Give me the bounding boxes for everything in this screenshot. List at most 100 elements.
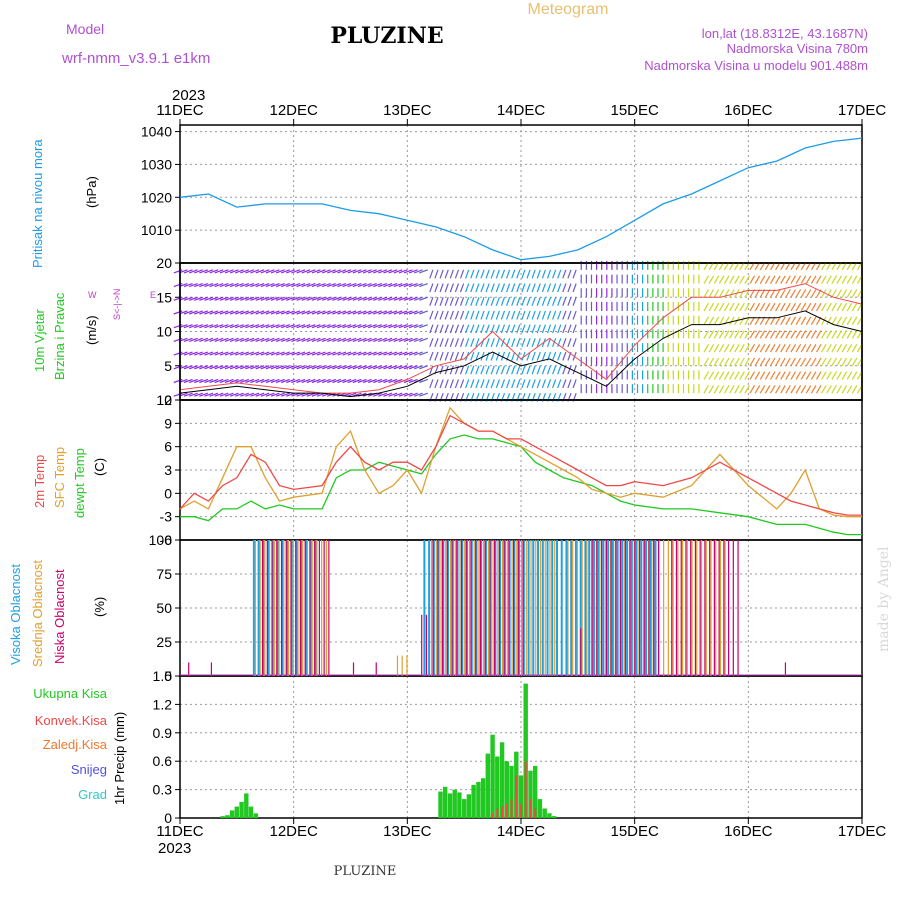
wind-barb xyxy=(194,378,203,384)
wind-barb xyxy=(296,282,306,288)
wind-barb xyxy=(805,357,812,367)
wind-barb xyxy=(500,269,506,279)
wind-barb xyxy=(703,275,710,284)
wind-barb xyxy=(403,378,413,384)
wind-barb xyxy=(795,302,802,312)
wind-barb xyxy=(821,357,827,367)
wind-barb xyxy=(270,324,280,329)
bottom-time-label: 11DEC xyxy=(156,823,203,840)
wind-barb xyxy=(245,282,255,288)
wind-barb xyxy=(219,392,229,397)
wind-barb xyxy=(775,357,781,367)
wind-barb xyxy=(352,324,362,329)
wind-barb xyxy=(734,343,740,353)
wind-barb xyxy=(790,357,797,367)
wind-barb xyxy=(234,282,244,288)
precip-total-bar xyxy=(225,815,230,818)
wind-barb xyxy=(831,371,837,380)
wind-barb xyxy=(250,365,260,370)
wind-barb xyxy=(332,269,342,274)
wind-barb xyxy=(459,324,465,334)
wind-barb xyxy=(536,297,541,306)
wind-barb xyxy=(795,371,802,380)
wind-barb xyxy=(250,351,260,356)
wind-barb xyxy=(173,365,183,370)
wind-barb xyxy=(536,324,541,334)
wind-barb xyxy=(567,338,572,348)
wind-barb xyxy=(413,337,423,342)
wind-barb xyxy=(316,365,326,370)
wind-barb xyxy=(209,296,219,301)
wind-barb xyxy=(800,343,807,353)
wind-barb xyxy=(521,365,526,375)
wind-barb xyxy=(562,351,567,361)
wind-barb xyxy=(291,310,301,315)
wind-barb xyxy=(718,385,725,394)
wind-barb xyxy=(470,338,475,348)
wind-barb xyxy=(836,330,843,339)
precip-total-bar xyxy=(490,734,495,818)
wind-barb xyxy=(790,385,797,394)
wind-barb xyxy=(851,357,858,367)
wind-barb xyxy=(444,283,449,293)
wind-barb xyxy=(332,337,342,342)
wind-barb xyxy=(311,378,321,384)
wind-barb xyxy=(846,371,853,380)
wind-barb xyxy=(434,338,439,348)
wind-barb xyxy=(521,297,526,306)
svg-text:W: W xyxy=(88,290,97,300)
wind-barb xyxy=(739,316,745,325)
wind-barb xyxy=(470,269,475,279)
precip-total-bar xyxy=(504,761,509,818)
wind-barb xyxy=(775,316,781,325)
wind-barb xyxy=(495,269,500,279)
wind-barb xyxy=(703,343,710,353)
wind-barb xyxy=(754,385,761,394)
wind-barb xyxy=(209,310,219,315)
wind-barb xyxy=(800,289,807,298)
precip-ylabel: 1hr Precip (mm) xyxy=(112,712,127,805)
wind-barb xyxy=(439,338,444,348)
wind-barb xyxy=(316,269,326,274)
wind-barb xyxy=(280,365,290,370)
wind-barb xyxy=(836,343,843,353)
wind-barb xyxy=(260,324,270,329)
wind-barb xyxy=(393,269,403,274)
wind-barb xyxy=(805,330,812,339)
wind-barb xyxy=(541,269,547,279)
wind-barb xyxy=(173,337,183,342)
wind-barb xyxy=(291,296,301,301)
wind-barb xyxy=(780,385,786,394)
wind-barb xyxy=(718,357,725,367)
wind-barb xyxy=(775,343,781,353)
wind-barb xyxy=(754,371,761,380)
wind-barb xyxy=(541,324,547,334)
wind-barb xyxy=(209,378,219,384)
wind-barb xyxy=(373,269,382,274)
wind-barb xyxy=(229,296,239,301)
wind-barb xyxy=(744,302,750,312)
wind-barb xyxy=(224,365,234,370)
precip-legend-snow: Snijeg xyxy=(71,762,107,777)
wind-barb xyxy=(490,283,495,293)
wind-barb xyxy=(321,324,331,329)
wind-barb xyxy=(749,330,756,339)
wind-barb xyxy=(194,351,203,356)
wind-barb xyxy=(173,392,183,397)
wind-barb xyxy=(454,351,460,361)
wind-barb xyxy=(572,365,577,375)
wind-barb xyxy=(311,365,321,370)
wind-barb xyxy=(708,357,715,367)
wind-barb xyxy=(729,289,735,298)
wind-barb xyxy=(439,365,444,375)
wind-barb xyxy=(546,338,552,348)
precip-total-bar xyxy=(509,765,514,818)
wind-barb xyxy=(357,282,367,288)
wind-barb xyxy=(729,343,735,353)
wind-barb xyxy=(856,385,863,394)
wind-barb xyxy=(204,269,214,274)
wind-barb xyxy=(821,330,827,339)
wind-barb xyxy=(337,310,347,315)
wind-barb xyxy=(214,392,224,397)
wind-barb xyxy=(444,324,449,334)
